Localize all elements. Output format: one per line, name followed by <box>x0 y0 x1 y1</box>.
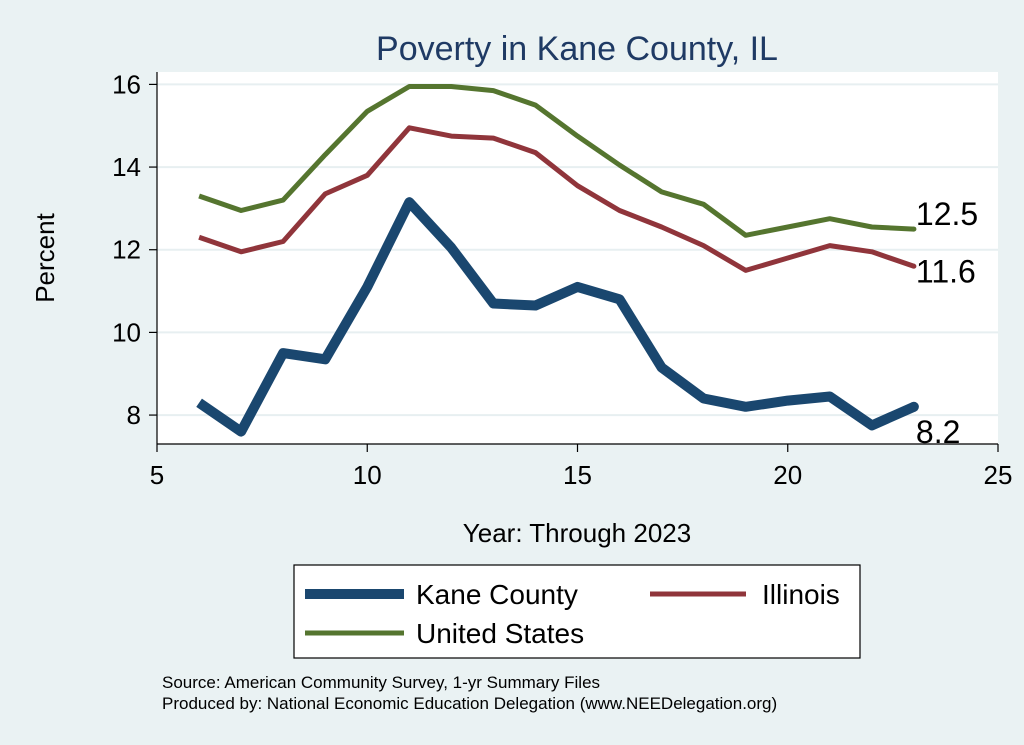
legend-label-kane-county: Kane County <box>416 579 578 610</box>
legend-label-united-states: United States <box>416 618 584 649</box>
series-lines <box>196 84 919 437</box>
end-point-united-states <box>911 226 917 232</box>
y-tick-label-8: 8 <box>127 400 141 430</box>
x-axis-title: Year: Through 2023 <box>463 518 691 548</box>
legend-box <box>293 564 861 659</box>
end-label-united-states: 12.5 <box>916 196 978 232</box>
end-label-kane-county: 8.2 <box>916 414 960 450</box>
x-tick-label-5: 5 <box>150 460 164 490</box>
y-tick-label-14: 14 <box>112 152 141 182</box>
end-point-kane-county <box>908 401 919 412</box>
x-tick-label-10: 10 <box>353 460 382 490</box>
x-axis-ticks: 5 10 15 20 25 <box>150 444 1013 490</box>
produced-by-line: Produced by: National Economic Education… <box>162 694 777 713</box>
series-line-united-states <box>198 84 915 238</box>
y-axis-ticks: 8 10 12 14 16 <box>112 69 157 430</box>
y-axis-title: Percent <box>30 212 60 302</box>
source-line: Source: American Community Survey, 1-yr … <box>162 673 600 692</box>
end-point-illinois <box>911 263 917 269</box>
series-line-kane-county <box>196 197 916 437</box>
y-tick-label-16: 16 <box>112 69 141 99</box>
y-tick-label-10: 10 <box>112 317 141 347</box>
end-labels: 12.5 11.6 8.2 <box>916 196 978 450</box>
series-line-illinois <box>198 125 915 273</box>
x-tick-label-20: 20 <box>773 460 802 490</box>
plot-area <box>157 72 998 444</box>
chart-title: Poverty in Kane County, IL <box>376 30 778 68</box>
x-tick-label-25: 25 <box>984 460 1013 490</box>
x-tick-label-15: 15 <box>563 460 592 490</box>
end-label-illinois: 11.6 <box>916 253 976 289</box>
legend: Kane County Illinois United States <box>293 564 861 659</box>
legend-label-illinois: Illinois <box>762 579 840 610</box>
y-tick-label-12: 12 <box>112 235 141 265</box>
